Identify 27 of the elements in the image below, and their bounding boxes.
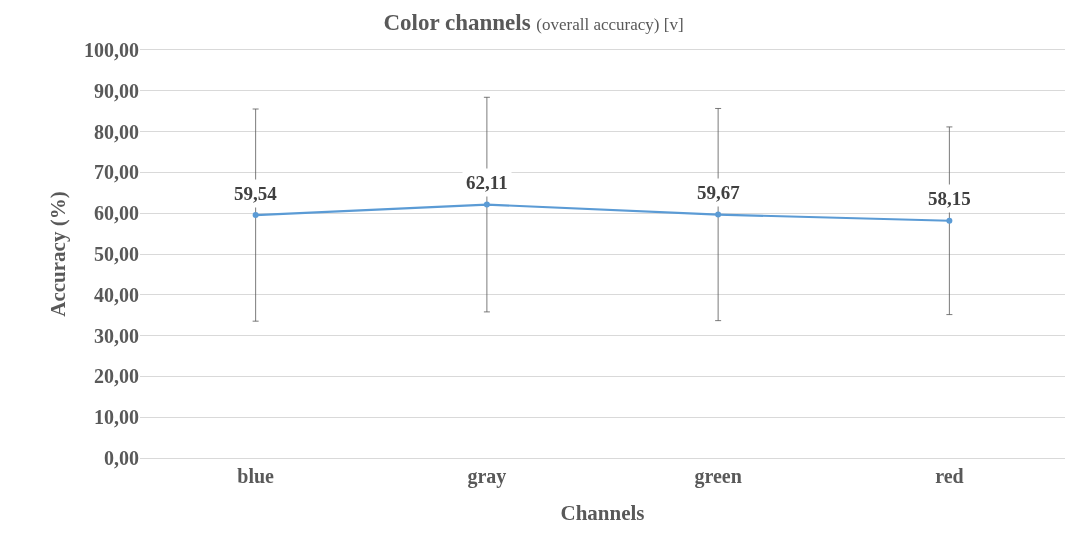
data-label: 59,67 [697,182,741,203]
y-tick-label: 60,00 [94,202,139,225]
chart-subtitle: (overall accuracy) [v] [536,14,684,34]
y-tick-label: 50,00 [94,243,139,265]
data-label: 59,54 [234,183,278,204]
x-tick-label: green [694,465,742,488]
y-tick-label: 30,00 [94,324,139,347]
x-tick-label: gray [467,465,507,488]
point [483,201,490,208]
y-tick-label: 20,00 [94,365,139,388]
y-tick-label: 0,00 [104,447,139,469]
y-tick-label: 70,00 [94,161,139,184]
data-label: 62,11 [466,172,508,193]
chart-title: Color channels [383,9,531,35]
x-tick-label: red [935,465,964,487]
x-axis-title: Channels [560,501,645,526]
x-tick-label: blue [237,465,275,487]
y-tick-label: 10,00 [94,406,139,429]
y-tick-label: 40,00 [94,283,139,306]
data-label: 58,15 [928,188,971,209]
y-axis-title: Accuracy (%) [46,191,71,317]
point [946,217,953,224]
y-tick-label: 90,00 [94,79,139,102]
point [252,212,259,219]
point [715,211,722,218]
y-tick-label: 100,00 [84,39,139,61]
y-tick-label: 80,00 [94,120,139,143]
